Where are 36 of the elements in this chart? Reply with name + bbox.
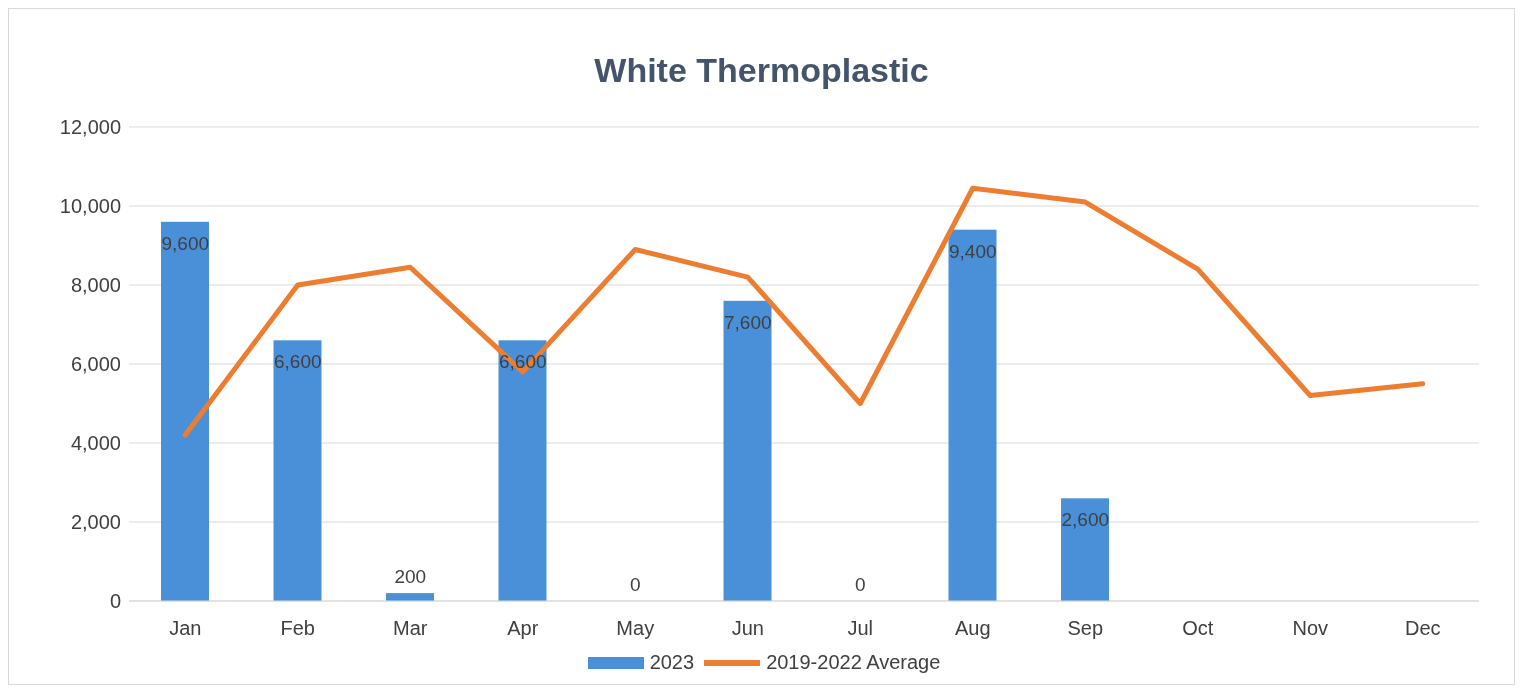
data-label: 2,600 — [1061, 509, 1110, 531]
data-label: 9,400 — [948, 240, 997, 262]
y-tick-label: 6,000 — [70, 353, 121, 376]
bar — [723, 300, 772, 601]
data-label: 7,600 — [723, 311, 772, 333]
chart-title: White Thermoplastic — [593, 50, 930, 91]
y-tick-label: 12,000 — [59, 116, 121, 139]
bar — [948, 229, 997, 601]
bar — [498, 340, 547, 601]
data-label: 9,600 — [161, 232, 210, 254]
x-tick-label: May — [616, 617, 655, 640]
bar — [161, 221, 209, 601]
x-tick-label: Nov — [1292, 617, 1329, 640]
y-tick-label: 2,000 — [70, 511, 121, 534]
x-tick-label: Oct — [1182, 617, 1214, 640]
legend-label: 2019-2022 Average — [766, 651, 941, 674]
x-tick-label: Jun — [731, 617, 764, 640]
y-tick-label: 10,000 — [59, 195, 121, 218]
y-tick-label: 0 — [109, 590, 121, 613]
x-tick-label: Dec — [1404, 617, 1441, 640]
x-tick-label: Sep — [1067, 617, 1104, 640]
x-tick-label: Jan — [169, 617, 202, 640]
bar — [1061, 498, 1109, 601]
x-tick-label: Aug — [954, 617, 991, 640]
x-tick-label: Jul — [847, 617, 874, 640]
data-label: 200 — [394, 566, 427, 588]
legend-label: 2023 — [649, 651, 695, 674]
x-tick-label: Apr — [507, 617, 539, 640]
x-tick-label: Mar — [393, 617, 428, 640]
data-label: 6,600 — [273, 351, 322, 373]
bar — [273, 340, 322, 601]
y-tick-label: 4,000 — [70, 432, 121, 455]
data-label: 0 — [854, 574, 866, 595]
x-tick-label: Feb — [280, 617, 315, 640]
y-tick-label: 8,000 — [70, 274, 121, 297]
data-label: 0 — [629, 574, 641, 595]
